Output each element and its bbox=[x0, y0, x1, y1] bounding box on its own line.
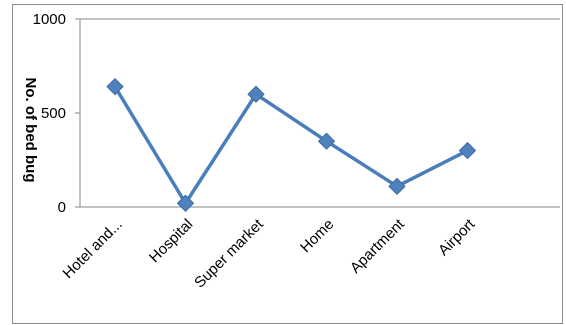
data-point-marker bbox=[176, 194, 195, 212]
series-line-group bbox=[106, 77, 477, 212]
x-tick-label: Hospital bbox=[146, 216, 196, 266]
x-tick-label: Apartment bbox=[347, 215, 409, 277]
chart-frame bbox=[12, 4, 563, 324]
data-point-marker bbox=[458, 141, 477, 160]
data-point-marker bbox=[317, 132, 336, 150]
data-point-marker bbox=[388, 177, 406, 196]
y-axis-title: No. of bed bug bbox=[22, 78, 39, 183]
y-tick-label: 500 bbox=[41, 105, 66, 122]
x-tick-label: Hotel and... bbox=[60, 216, 126, 282]
x-tick-label: Airport bbox=[435, 215, 479, 259]
x-tick-label: Super market bbox=[191, 215, 267, 291]
y-tick-label: 1000 bbox=[33, 11, 66, 28]
data-point-marker bbox=[247, 85, 265, 103]
y-tick-label: 0 bbox=[58, 199, 66, 216]
y-axis: 0 500 1000 bbox=[33, 11, 81, 216]
x-tick-label: Home bbox=[297, 216, 337, 256]
series-line bbox=[113, 84, 470, 205]
data-point-marker bbox=[106, 77, 124, 96]
